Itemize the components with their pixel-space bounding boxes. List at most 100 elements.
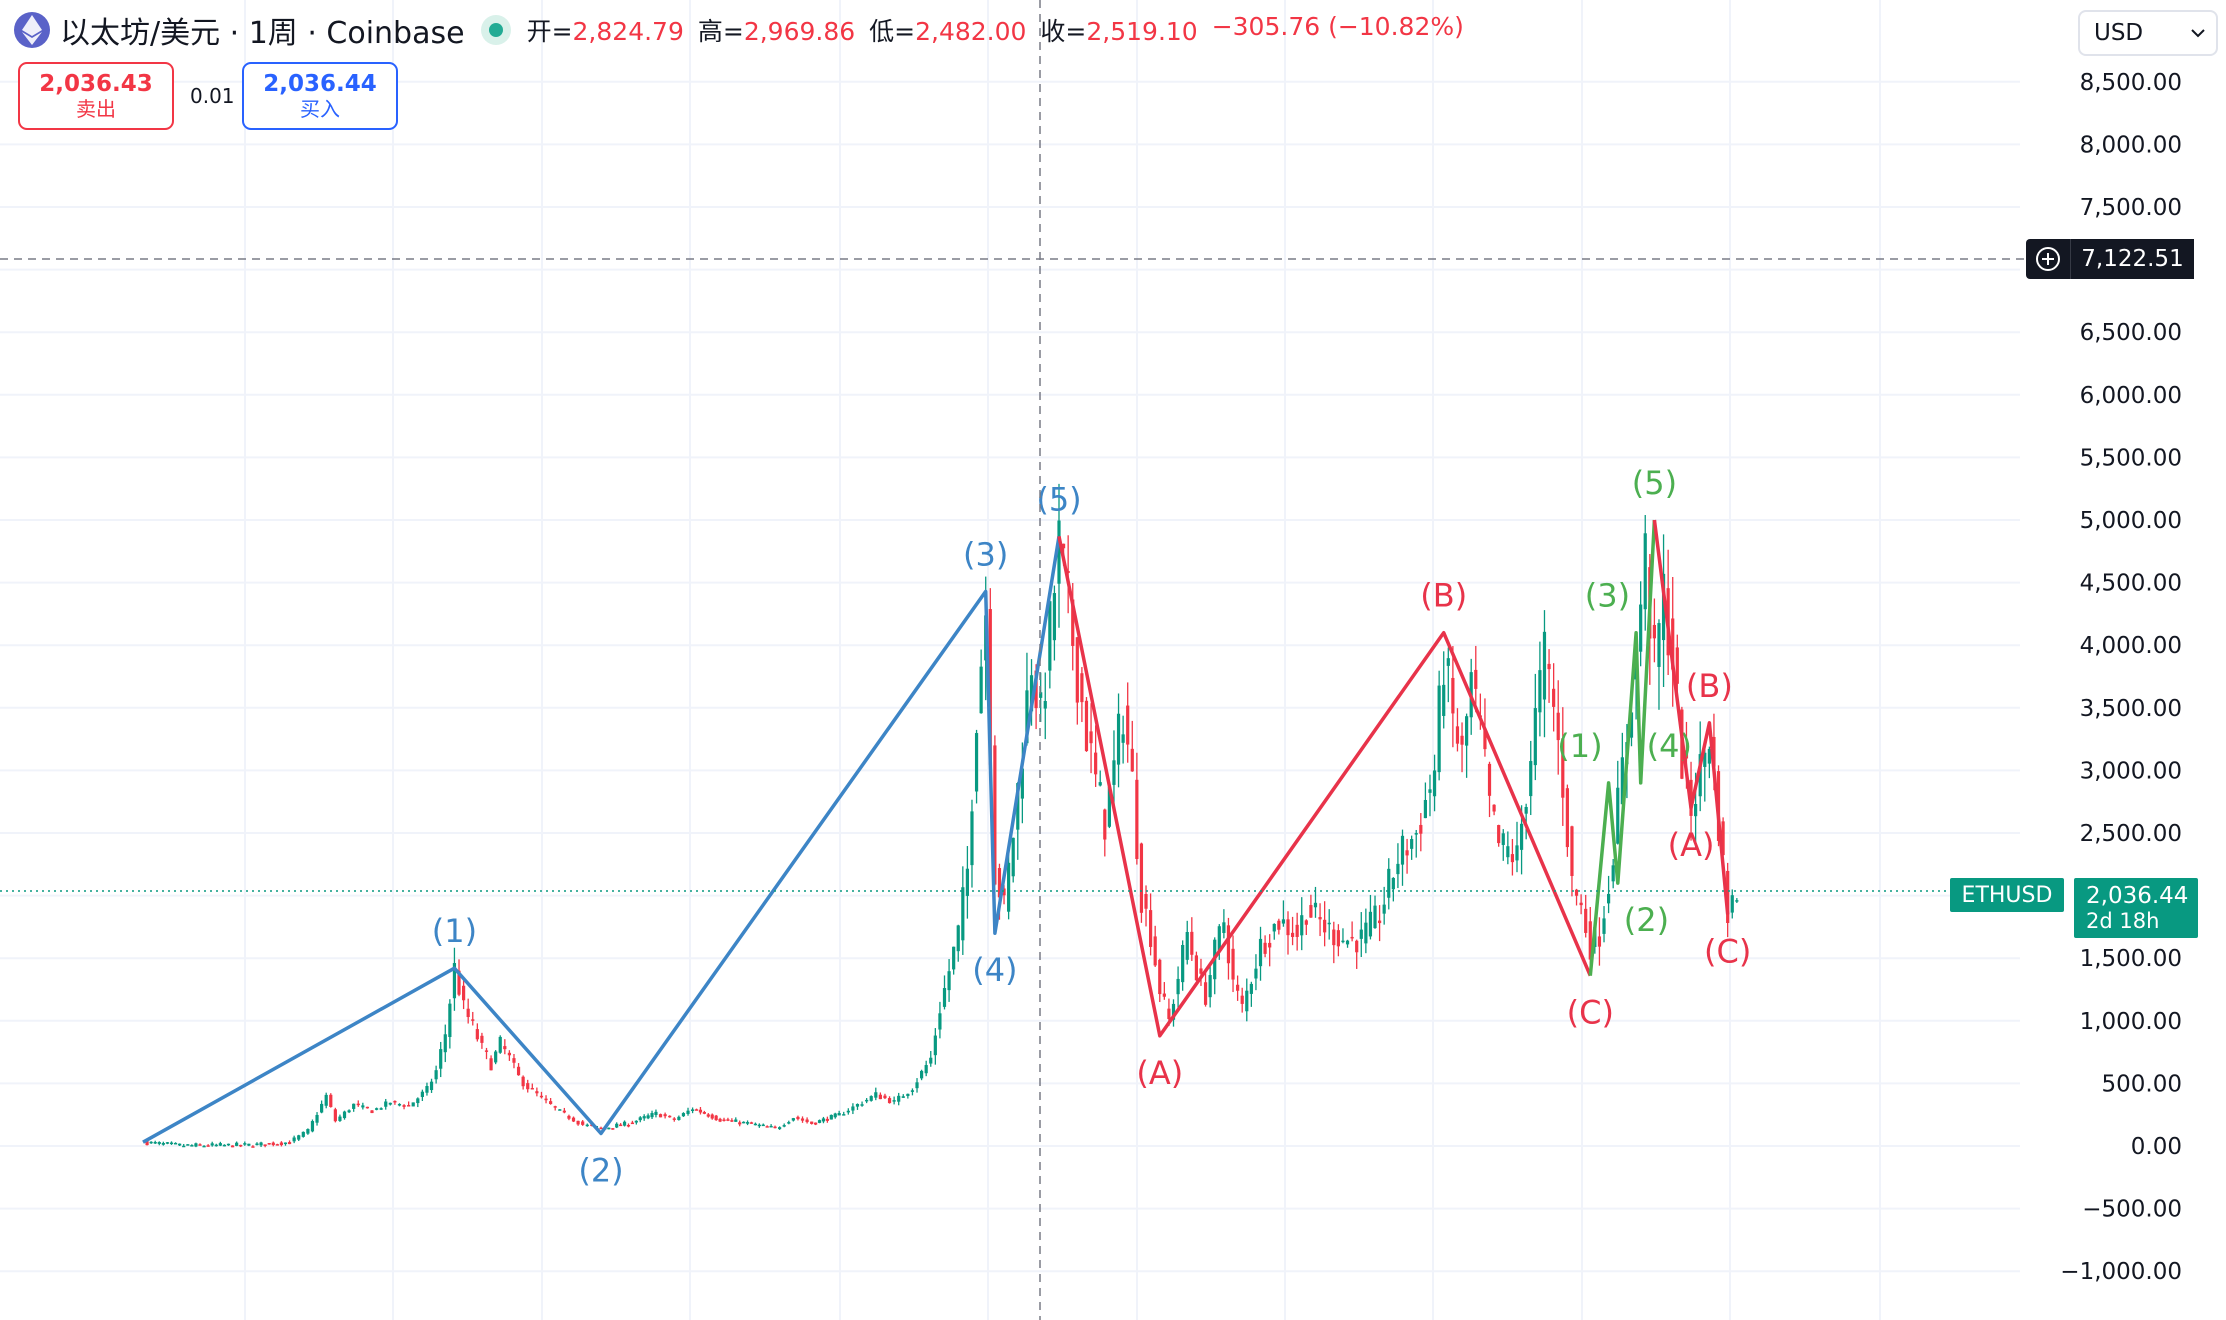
- candle-body: [1703, 752, 1707, 767]
- last-price-tag: 2,036.44 2d 18h: [2074, 878, 2198, 938]
- candle-body: [1519, 823, 1524, 850]
- candle-body: [255, 1143, 259, 1146]
- wave-label[interactable]: (A): [1136, 1054, 1183, 1092]
- candle-body: [742, 1121, 746, 1124]
- candle-body: [1268, 942, 1272, 948]
- candle-body: [173, 1142, 178, 1145]
- candle-body: [691, 1109, 695, 1112]
- candle-body: [342, 1111, 347, 1119]
- candle-body: [1510, 854, 1515, 863]
- candle-body: [630, 1122, 635, 1125]
- wave-line-impulse[interactable]: [142, 536, 1061, 1144]
- candle-body: [1002, 888, 1006, 896]
- buy-price: 2,036.44: [263, 71, 377, 98]
- candle-body: [1570, 826, 1574, 877]
- candle-body: [1336, 930, 1340, 947]
- wave-label[interactable]: (C): [1704, 932, 1751, 970]
- candle-body: [243, 1143, 247, 1145]
- wave-label[interactable]: (3): [963, 535, 1008, 573]
- candle-body: [247, 1143, 251, 1146]
- candle-body: [198, 1144, 202, 1146]
- wave-label[interactable]: (B): [1686, 667, 1733, 705]
- wave-line-impulse-2[interactable]: [1588, 519, 1657, 976]
- candle-body: [1396, 863, 1400, 875]
- candle-body: [787, 1122, 791, 1124]
- wave-label[interactable]: (5): [1632, 464, 1677, 502]
- candle-body: [1236, 984, 1240, 991]
- wave-line-correction-2[interactable]: [1652, 519, 1730, 915]
- y-tick-label: 500.00: [2102, 1071, 2182, 1097]
- y-tick-label: 2,500.00: [2080, 821, 2182, 847]
- candle-body: [761, 1124, 765, 1127]
- candle-body: [892, 1100, 896, 1102]
- candle-body: [306, 1129, 310, 1134]
- wave-line-correction[interactable]: [1057, 535, 1592, 1038]
- y-tick-label: 5,000.00: [2080, 508, 2182, 534]
- candle-body: [202, 1145, 206, 1148]
- candle-body: [329, 1094, 333, 1108]
- candle-body: [1162, 993, 1166, 997]
- candle-body: [663, 1114, 667, 1117]
- candle-body: [457, 970, 461, 995]
- candle-body: [1437, 685, 1441, 773]
- candle-body: [206, 1145, 210, 1147]
- candle-body: [1098, 782, 1102, 786]
- wave-label[interactable]: (B): [1420, 577, 1467, 615]
- candle-body: [370, 1110, 374, 1114]
- wave-label[interactable]: (A): [1668, 826, 1715, 864]
- candle-body: [1181, 944, 1185, 983]
- candle-body: [1084, 700, 1089, 752]
- candle-body: [1144, 893, 1148, 909]
- wave-label[interactable]: (4): [972, 951, 1017, 989]
- candle-body: [1492, 804, 1496, 812]
- candle-body: [745, 1122, 750, 1124]
- candle-body: [1588, 921, 1592, 960]
- y-tick-label: 5,500.00: [2080, 445, 2182, 471]
- wave-label[interactable]: (3): [1585, 577, 1630, 615]
- candle-body: [654, 1111, 658, 1115]
- candle-body: [1359, 929, 1363, 939]
- elliott-waves[interactable]: (1)(2)(3)(4)(5)(A)(B)(C)(1)(2)(3)(4)(5)(…: [142, 464, 1751, 1189]
- candle-body: [434, 1070, 438, 1080]
- wave-label[interactable]: (C): [1567, 994, 1614, 1032]
- candle-body: [749, 1122, 754, 1124]
- candle-body: [1240, 995, 1244, 1004]
- wave-label[interactable]: (2): [1624, 901, 1669, 939]
- candle-body: [965, 868, 969, 896]
- wave-label[interactable]: (5): [1036, 480, 1081, 518]
- wave-label[interactable]: (1): [432, 912, 477, 950]
- candle-body: [887, 1098, 892, 1104]
- candle-body: [1300, 915, 1304, 936]
- candle-body: [1089, 731, 1093, 744]
- candle-body: [1542, 631, 1547, 700]
- candle-body: [397, 1104, 402, 1106]
- candle-body: [702, 1112, 706, 1114]
- symbol-title[interactable]: 以太坊/美元 · 1周 · Coinbase: [60, 16, 465, 51]
- candle-body: [1451, 677, 1455, 714]
- candle-body: [837, 1113, 841, 1116]
- wave-label[interactable]: (2): [578, 1151, 623, 1189]
- candle-body: [1199, 968, 1203, 974]
- candle-body: [429, 1081, 434, 1091]
- candle-body: [466, 1008, 470, 1018]
- high-label: 高=: [697, 17, 744, 46]
- candle-body: [1149, 910, 1153, 947]
- candle-body: [1332, 929, 1336, 946]
- candle-body: [267, 1143, 271, 1145]
- candle-body: [810, 1121, 814, 1124]
- wave-label[interactable]: (1): [1557, 727, 1602, 765]
- add-alert-icon[interactable]: [2026, 239, 2070, 279]
- candle-body: [1139, 843, 1144, 913]
- candle-body: [411, 1102, 415, 1107]
- candle-body: [571, 1117, 576, 1122]
- candle-body: [658, 1114, 663, 1118]
- currency-select[interactable]: USD: [2078, 10, 2218, 56]
- candle-body: [698, 1109, 703, 1113]
- buy-button[interactable]: 2,036.44 买入: [242, 62, 398, 130]
- sell-button[interactable]: 2,036.43 卖出: [18, 62, 174, 130]
- candle-body: [283, 1142, 288, 1145]
- y-tick-label: 0.00: [2131, 1134, 2182, 1160]
- candle-body: [1309, 905, 1313, 918]
- candle-body: [1428, 789, 1432, 793]
